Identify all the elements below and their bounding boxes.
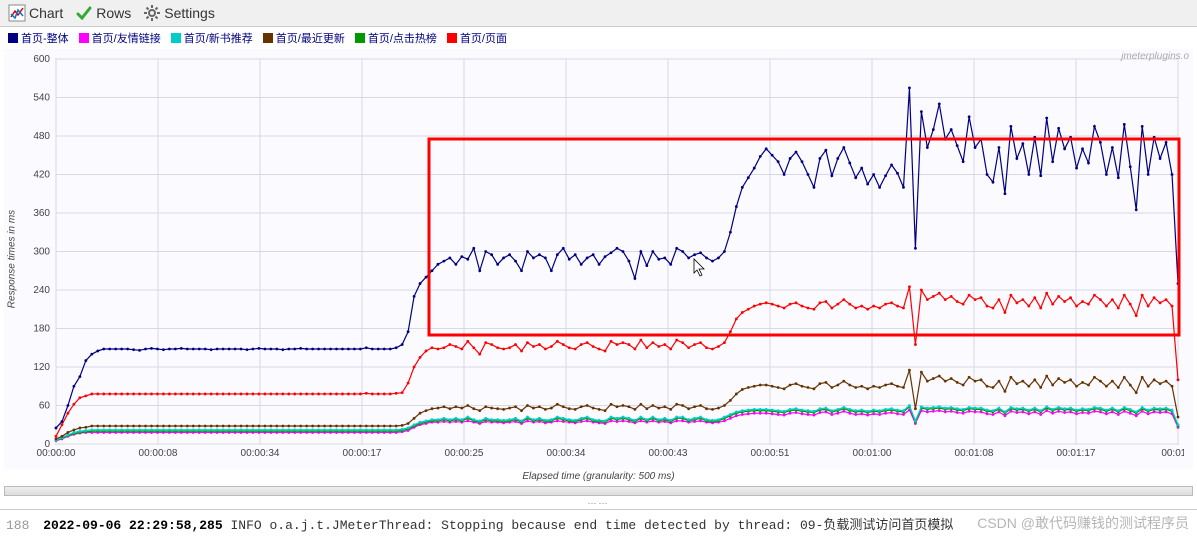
legend-item-4[interactable]: 首页/点击热榜 <box>355 30 437 46</box>
log-line: 188 2022-09-06 22:29:58,285 INFO o.a.j.t… <box>0 509 1197 537</box>
check-icon <box>75 4 93 22</box>
legend-label: 首页/页面 <box>460 30 507 46</box>
legend-label: 首页-整体 <box>21 30 69 46</box>
y-axis-label: Response times in ms <box>7 210 18 308</box>
legend-item-3[interactable]: 首页/最近更新 <box>263 30 345 46</box>
legend-swatch <box>263 33 273 43</box>
legend-label: 首页/友情链接 <box>92 30 161 46</box>
legend-item-2[interactable]: 首页/新书推荐 <box>171 30 253 46</box>
settings-tab-label: Settings <box>164 5 215 21</box>
legend: 首页-整体 首页/友情链接 首页/新书推荐 首页/最近更新 首页/点击热榜 首页/页面 <box>0 27 1197 49</box>
log-timestamp: 2022-09-06 22:29:58,285 <box>43 518 222 533</box>
svg-text:00:01:2: 00:01:2 <box>1161 448 1184 459</box>
svg-text:480: 480 <box>33 131 50 142</box>
log-level: INFO <box>230 518 261 533</box>
svg-text:360: 360 <box>33 208 50 219</box>
x-axis-label: Elapsed time (granularity: 500 ms) <box>0 469 1197 484</box>
chart-area[interactable]: jmeterplugins.o Response times in ms 060… <box>4 49 1193 469</box>
legend-item-1[interactable]: 首页/友情链接 <box>79 30 161 46</box>
chart-tab-label: Chart <box>29 5 63 21</box>
chart-tab[interactable]: Chart <box>4 2 67 24</box>
watermark: jmeterplugins.o <box>1121 51 1189 62</box>
log-logger: o.a.j.t.JMeterThread <box>270 518 426 533</box>
svg-text:00:01:08: 00:01:08 <box>955 448 994 459</box>
chart-svg: 06012018024030036042048054060000:00:0000… <box>4 49 1184 469</box>
gear-icon <box>143 4 161 22</box>
svg-text:420: 420 <box>33 170 50 181</box>
svg-text:00:01:17: 00:01:17 <box>1057 448 1096 459</box>
legend-label: 首页/点击热榜 <box>368 30 437 46</box>
legend-swatch <box>79 33 89 43</box>
log-msg: Stopping because end time detected by th… <box>441 518 953 533</box>
svg-text:00:00:25: 00:00:25 <box>445 448 484 459</box>
svg-text:00:00:34: 00:00:34 <box>547 448 586 459</box>
svg-text:120: 120 <box>33 362 50 373</box>
scroll-track[interactable] <box>4 486 1193 496</box>
drag-handle[interactable]: ⋯⋯ <box>0 498 1197 509</box>
svg-text:240: 240 <box>33 285 50 296</box>
settings-tab[interactable]: Settings <box>139 2 219 24</box>
svg-text:540: 540 <box>33 93 50 104</box>
legend-swatch <box>171 33 181 43</box>
svg-text:180: 180 <box>33 324 50 335</box>
log-lineno: 188 <box>6 518 29 533</box>
chart-icon <box>8 4 26 22</box>
legend-label: 首页/最近更新 <box>276 30 345 46</box>
legend-item-0[interactable]: 首页-整体 <box>8 30 69 46</box>
svg-text:00:00:34: 00:00:34 <box>241 448 280 459</box>
svg-text:00:00:51: 00:00:51 <box>751 448 790 459</box>
svg-text:300: 300 <box>33 247 50 258</box>
svg-text:00:00:17: 00:00:17 <box>343 448 382 459</box>
toolbar: Chart Rows Settings <box>0 0 1197 27</box>
rows-tab-label: Rows <box>96 5 131 21</box>
svg-text:00:00:00: 00:00:00 <box>37 448 76 459</box>
rows-tab[interactable]: Rows <box>71 2 135 24</box>
svg-text:600: 600 <box>33 54 50 65</box>
legend-swatch <box>8 33 18 43</box>
legend-swatch <box>355 33 365 43</box>
legend-swatch <box>447 33 457 43</box>
svg-text:00:00:43: 00:00:43 <box>649 448 688 459</box>
svg-text:60: 60 <box>39 401 51 412</box>
legend-label: 首页/新书推荐 <box>184 30 253 46</box>
legend-item-5[interactable]: 首页/页面 <box>447 30 507 46</box>
csdn-watermark: CSDN @敢代码赚钱的测试程序员 <box>977 513 1189 533</box>
svg-text:00:00:08: 00:00:08 <box>139 448 178 459</box>
svg-text:00:01:00: 00:01:00 <box>853 448 892 459</box>
